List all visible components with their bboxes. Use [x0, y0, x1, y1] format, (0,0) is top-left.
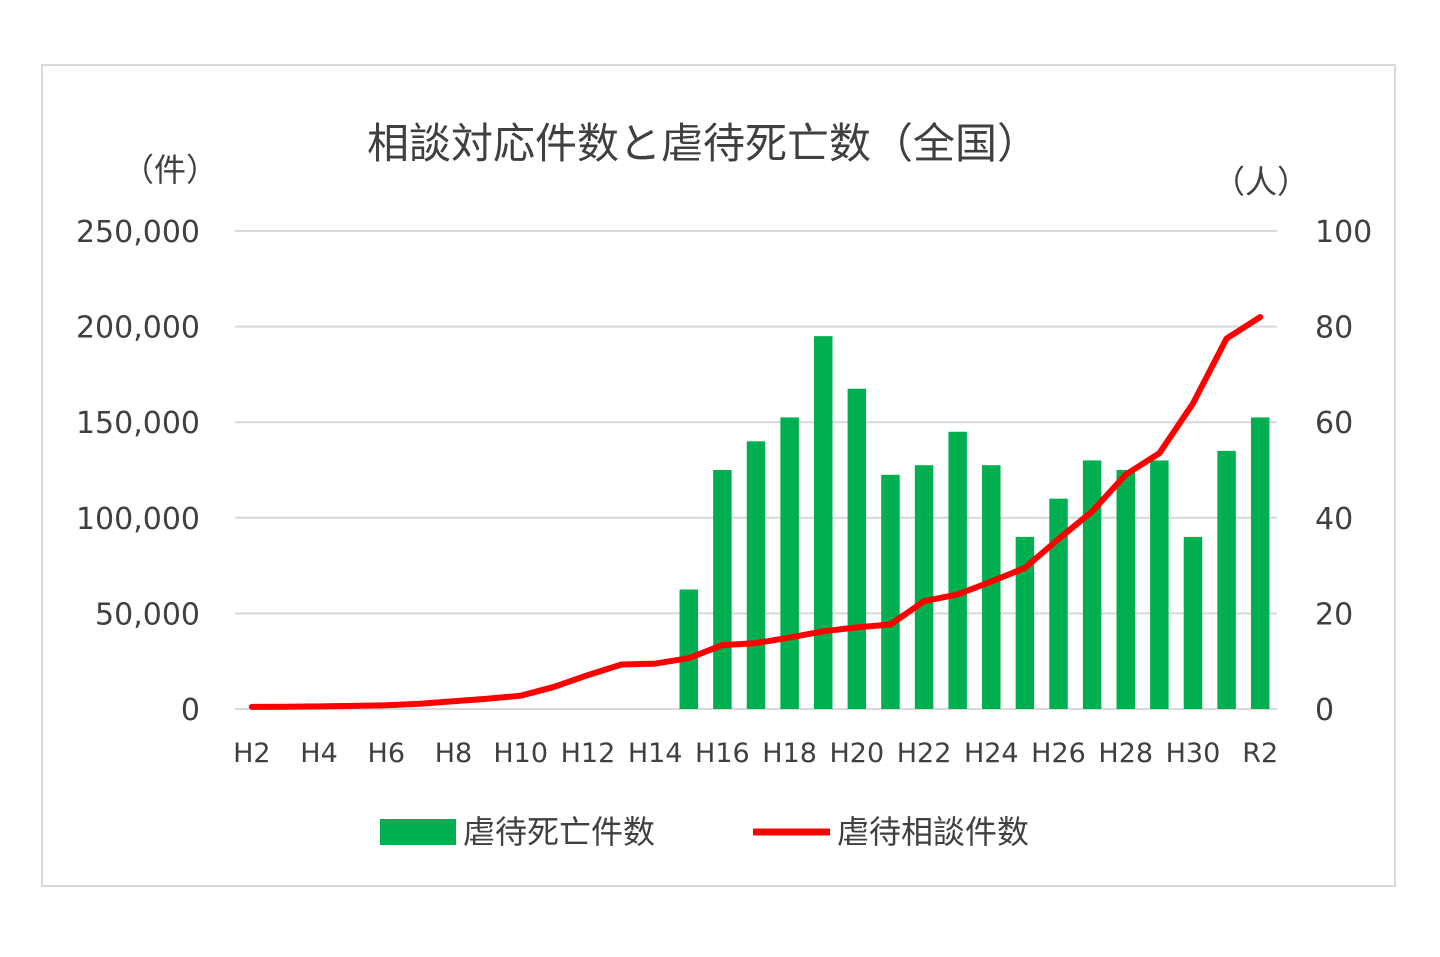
right-tick-label: 60 [1315, 406, 1353, 441]
legend: 虐待死亡件数 虐待相談件数 [380, 813, 1029, 851]
x-tick-label: H30 [1166, 738, 1221, 769]
bar [713, 470, 732, 709]
line-series-path [248, 314, 1264, 710]
right-tick-label: 80 [1315, 311, 1353, 346]
x-tick-label: H18 [762, 738, 817, 769]
bar [780, 417, 799, 709]
right-tick-label: 20 [1315, 597, 1353, 632]
legend-label-line: 虐待相談件数 [837, 813, 1029, 851]
x-tick-label: H2 [233, 738, 270, 769]
x-tick-label: H20 [830, 738, 885, 769]
right-tick-label: 0 [1315, 693, 1334, 728]
bar [982, 465, 1001, 709]
left-tick-label: 50,000 [95, 597, 200, 632]
bar [679, 589, 699, 709]
bar [914, 465, 934, 709]
bar [847, 388, 867, 709]
chart-frame: 250,000 200,000 150,000 100,000 50,000 0 100 8… [41, 64, 1396, 887]
x-tick-label: H28 [1098, 738, 1153, 769]
bar [1116, 470, 1135, 709]
x-tick-label: H12 [561, 738, 616, 769]
left-tick-label: 100,000 [76, 502, 200, 537]
x-tick-label: H4 [300, 738, 337, 769]
left-axis-ticks: 250,000 200,000 150,000 100,000 50,000 0 [76, 215, 200, 728]
bar [1082, 460, 1102, 709]
x-tick-label: H22 [897, 738, 952, 769]
bar [813, 336, 833, 709]
bar [1049, 498, 1068, 709]
x-axis-ticks: H2 H4 H6 H8 H10 H12 H14 H16 H18 H20 H22 H24 H26 H28 H3… [233, 738, 1278, 769]
chart-title: 相談対応件数と虐待死亡数（全国） [367, 119, 1039, 168]
left-tick-label: 150,000 [76, 406, 200, 441]
right-axis-ticks: 100 80 60 40 20 0 [1315, 215, 1372, 728]
bar [1217, 450, 1236, 709]
bar-series [679, 336, 1270, 709]
bar [948, 431, 967, 709]
x-tick-label: H24 [964, 738, 1019, 769]
bar [746, 441, 766, 709]
left-tick-label: 200,000 [76, 311, 200, 346]
left-axis-unit: （件） [122, 151, 218, 189]
right-tick-label: 100 [1315, 215, 1372, 250]
legend-label-bar: 虐待死亡件数 [463, 813, 655, 851]
combo-chart: 250,000 200,000 150,000 100,000 50,000 0 100 8… [76, 119, 1372, 851]
x-tick-label: H8 [435, 738, 472, 769]
x-tick-label: H26 [1031, 738, 1086, 769]
left-tick-label: 250,000 [76, 215, 200, 250]
bar [1183, 536, 1203, 709]
bar [881, 474, 900, 709]
bar [1250, 417, 1270, 709]
x-tick-label: H6 [368, 738, 405, 769]
x-tick-label: R2 [1242, 738, 1278, 769]
right-axis-unit: （人） [1213, 163, 1309, 201]
bar [1150, 460, 1169, 709]
x-tick-label: H16 [695, 738, 750, 769]
right-tick-label: 40 [1315, 502, 1353, 537]
bar [1015, 536, 1035, 709]
left-tick-label: 0 [181, 693, 200, 728]
x-tick-label: H14 [628, 738, 683, 769]
legend-swatch-bar [380, 819, 456, 845]
x-tick-label: H10 [493, 738, 548, 769]
